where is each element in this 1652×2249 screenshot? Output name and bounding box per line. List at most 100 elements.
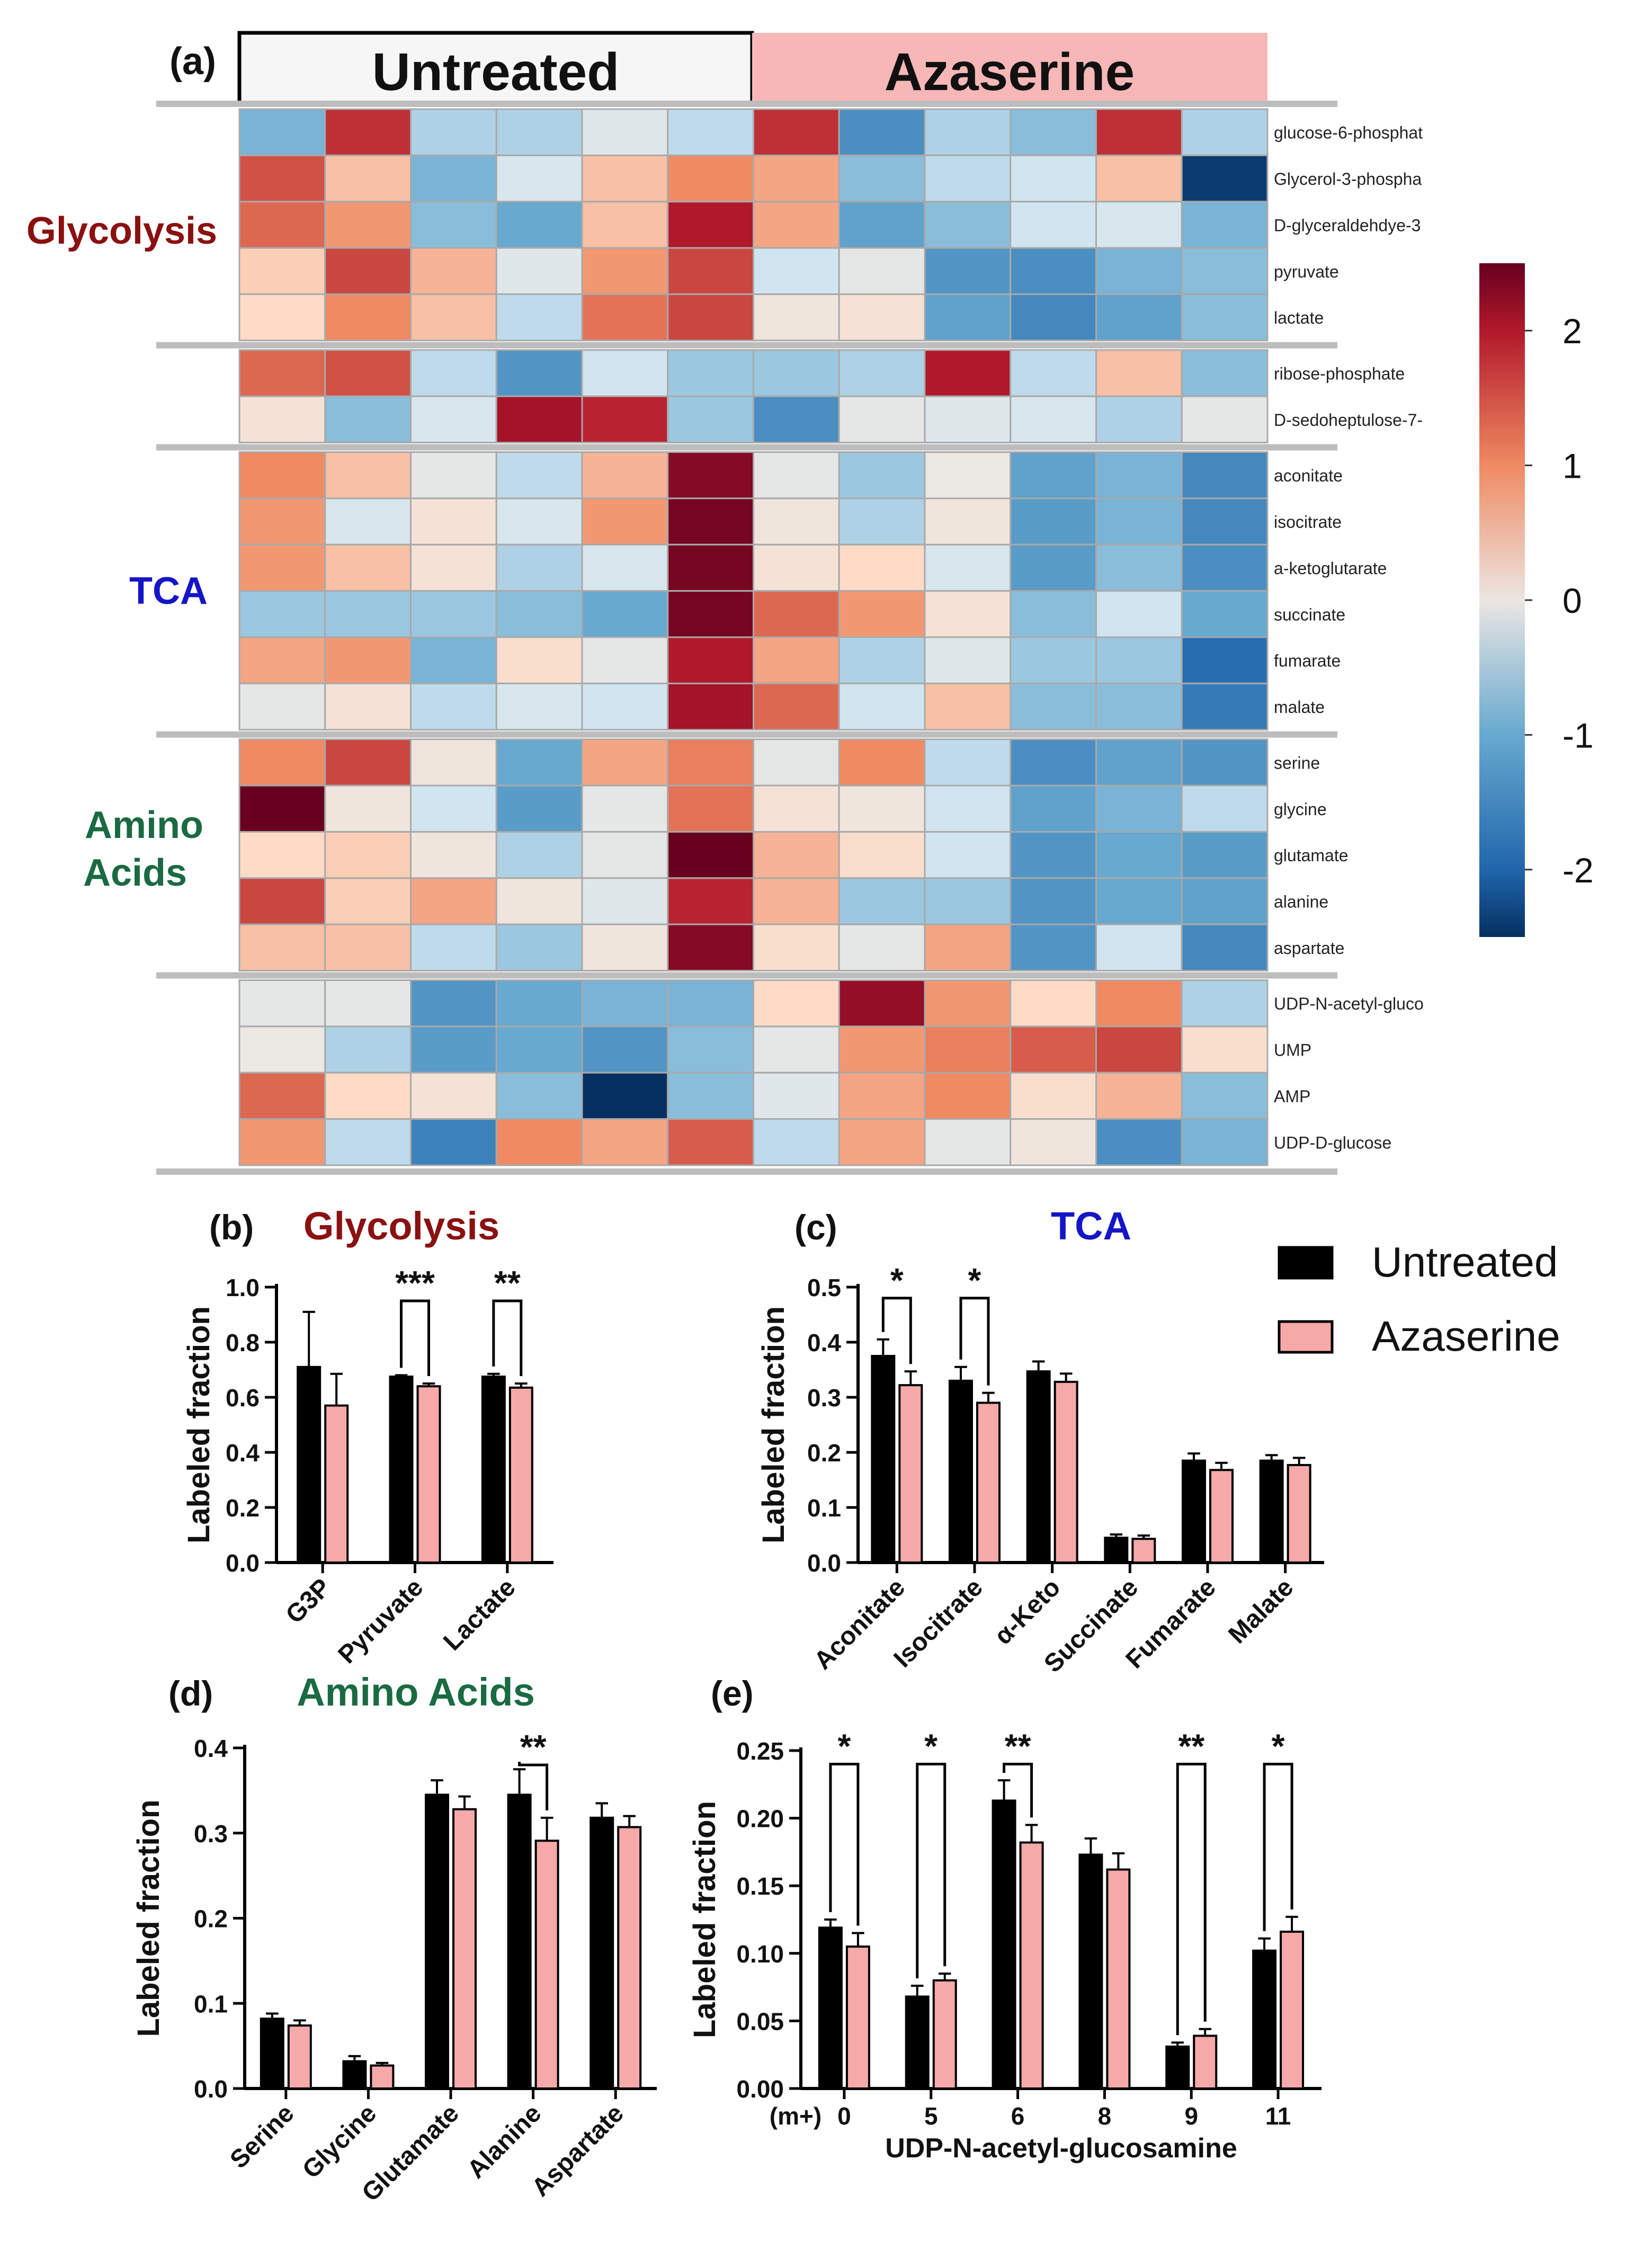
heatmap-row-label: glucose-6-phosphat (1274, 123, 1423, 142)
heatmap-cell (495, 636, 583, 684)
heatmap-cell (581, 247, 669, 295)
heatmap-row-label: AMP (1274, 1087, 1310, 1106)
heatmap-cell (581, 451, 669, 499)
heatmap-cell (581, 201, 669, 249)
heatmap-cell (838, 108, 926, 156)
heatmap-cell (1181, 1025, 1269, 1074)
heatmap-cell (753, 1118, 840, 1166)
heatmap-cell (324, 923, 412, 972)
heatmap-cell (1181, 1072, 1269, 1120)
heatmap-cell (1095, 451, 1183, 499)
y-tick-label: 0.4 (194, 1735, 228, 1762)
heatmap-cell (667, 682, 754, 731)
bar-untreated (342, 2060, 367, 2090)
heatmap-cell (838, 451, 926, 499)
panel-label: (c) (794, 1208, 837, 1247)
heatmap-cell (410, 247, 497, 295)
heatmap-cell (1010, 877, 1097, 925)
heatmap-cell (838, 877, 926, 925)
heatmap-cell (324, 293, 412, 342)
panel-label: (b) (209, 1208, 254, 1247)
heatmap-cell (1181, 636, 1269, 684)
y-tick-label: 0.3 (194, 1820, 228, 1848)
heatmap-cell (581, 979, 669, 1028)
bar-untreated (1259, 1459, 1284, 1564)
x-tick-label: G3P (281, 1573, 336, 1629)
heatmap-cell (581, 682, 669, 731)
heatmap-cell (1095, 1118, 1183, 1166)
heatmap-row-label: D-sedoheptulose-7- (1274, 410, 1423, 430)
y-tick-label: 1.0 (226, 1274, 260, 1301)
heatmap-cell (581, 1072, 669, 1120)
significance-bracket (492, 1299, 523, 1376)
heatmap-cell (1095, 923, 1183, 972)
legend-untreated-label: Untreated (1372, 1238, 1558, 1286)
x-tick-label: 11 (1265, 2102, 1291, 2130)
bar-untreated (949, 1379, 973, 1564)
heatmap-cell (238, 497, 326, 546)
bar-azaserine (508, 1386, 533, 1564)
heatmap-cell (1010, 636, 1097, 684)
x-tick-label: Pyruvate (333, 1573, 428, 1669)
heatmap-cell (581, 1118, 669, 1166)
x-tick-label: 0 (837, 2102, 851, 2130)
heatmap-row-label: lactate (1274, 308, 1324, 327)
heatmap-cell (324, 201, 412, 249)
heatmap-cell (495, 877, 583, 925)
heatmap-cell (1010, 395, 1097, 444)
significance-stars: ** (494, 1264, 521, 1302)
legend-azaserine-label: Azaserine (1372, 1313, 1560, 1360)
x-tick-label: 9 (1184, 2102, 1198, 2130)
heatmap-cell (753, 1025, 840, 1074)
bar-untreated (871, 1355, 896, 1564)
heatmap-cell (581, 108, 669, 156)
heatmap-cell (667, 784, 754, 833)
heatmap-cell (324, 451, 412, 499)
significance-bracket (1176, 1763, 1207, 2036)
heatmap-row-label: Glycerol-3-phospha (1274, 169, 1422, 189)
heatmap-cell (495, 738, 583, 787)
bar-azaserine (416, 1385, 441, 1564)
heatmap-cell (924, 831, 1012, 879)
heatmap-cell (495, 1072, 583, 1120)
heatmap-cell (238, 738, 326, 787)
heatmap-cell (838, 831, 926, 879)
bar-untreated (260, 2018, 284, 2090)
heatmap-cell (753, 108, 840, 156)
heatmap-cell (1095, 247, 1183, 295)
heatmap-separators (156, 101, 1337, 1175)
heatmap-cell (495, 590, 583, 638)
heatmap-cell (924, 247, 1012, 295)
heatmap-cell (838, 979, 926, 1028)
heatmap-cell (495, 293, 583, 342)
heatmap-cell (1181, 682, 1269, 731)
bar-untreated (1182, 1459, 1206, 1564)
heatmap-cell (238, 1025, 326, 1074)
y-tick-label: 0.1 (807, 1494, 841, 1522)
heatmap-cell (238, 154, 326, 203)
heatmap-cell (1095, 1025, 1183, 1074)
heatmap-cell (753, 1072, 840, 1120)
heatmap-cell (1095, 877, 1183, 925)
heatmap-cell (324, 247, 412, 295)
legend-azaserine-swatch (1278, 1320, 1334, 1354)
y-tick-label: 0.2 (226, 1494, 260, 1522)
bar-azaserine (976, 1402, 1001, 1564)
heatmap-cell (753, 451, 840, 499)
heatmap-cell (1010, 784, 1097, 833)
heatmap-row-label: glycine (1274, 800, 1327, 819)
significance-bracket (400, 1299, 430, 1376)
heatmap-cell (1181, 451, 1269, 499)
significance-stars: * (968, 1261, 981, 1299)
bar-untreated (905, 1995, 930, 2090)
heatmap-panel-a: (a) Untreated Azaserine glucose-6-phosph… (26, 31, 1594, 1175)
heatmap-cell (238, 636, 326, 684)
heatmap-cell (667, 349, 754, 397)
heatmap-cell (581, 1025, 669, 1074)
y-tick-label: 0.8 (226, 1329, 260, 1356)
heatmap-cell (753, 738, 840, 787)
heatmap-cell (1181, 154, 1269, 203)
heatmap-cell (410, 349, 497, 397)
panel-label: (d) (168, 1674, 213, 1713)
heatmap-cell (238, 543, 326, 592)
